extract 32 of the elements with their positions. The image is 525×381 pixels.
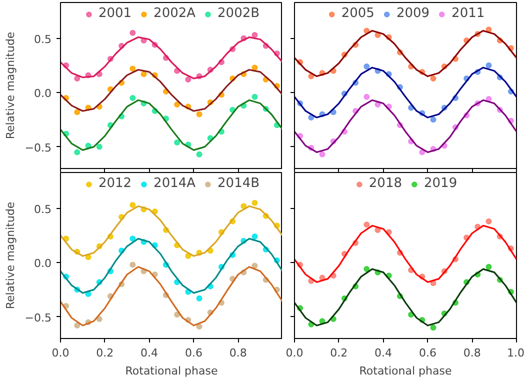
legend-label: 2002A xyxy=(154,6,196,21)
legend-label: 2009 xyxy=(396,6,430,21)
y-tick-label: 0.5 xyxy=(34,202,52,216)
x-tick-label: 0.8 xyxy=(229,346,247,360)
x-tick-label: 0.6 xyxy=(184,346,202,360)
y-tick-label: −0.5 xyxy=(24,141,52,154)
legend-label: 2002B xyxy=(218,6,260,21)
legend-label: 2005 xyxy=(341,6,374,21)
y-axis-title: Relative magnitude xyxy=(4,202,17,310)
x-axis-title: Rotational phase xyxy=(125,364,218,378)
legend-label: 2014A xyxy=(154,176,196,191)
legend-label: 2012 xyxy=(98,176,132,191)
x-tick-label: 0.8 xyxy=(463,346,481,360)
x-tick-label: 0.0 xyxy=(286,346,304,360)
legend-label: 2014B xyxy=(218,176,260,191)
x-tick-label: 0.2 xyxy=(330,346,348,360)
legend-label: 2019 xyxy=(424,176,458,191)
y-axis-title: Relative magnitude xyxy=(4,32,17,140)
legend-label: 2011 xyxy=(452,6,485,21)
y-tick-label: 0.0 xyxy=(34,87,52,100)
x-axis-title: Rotational phase xyxy=(359,364,452,378)
x-tick-label: 0.2 xyxy=(96,346,114,360)
legend-label: 2001 xyxy=(98,6,132,21)
x-tick-label: 0.0 xyxy=(52,346,70,360)
x-tick-label: 0.6 xyxy=(418,346,436,360)
y-tick-label: −0.5 xyxy=(24,311,52,324)
x-tick-label: 1.0 xyxy=(507,346,525,360)
x-tick-label: 0.4 xyxy=(140,346,158,360)
legend-label: 2018 xyxy=(368,176,402,191)
x-tick-label: 0.4 xyxy=(374,346,392,360)
y-tick-label: 0.5 xyxy=(34,32,52,46)
y-tick-label: 0.0 xyxy=(34,257,52,270)
